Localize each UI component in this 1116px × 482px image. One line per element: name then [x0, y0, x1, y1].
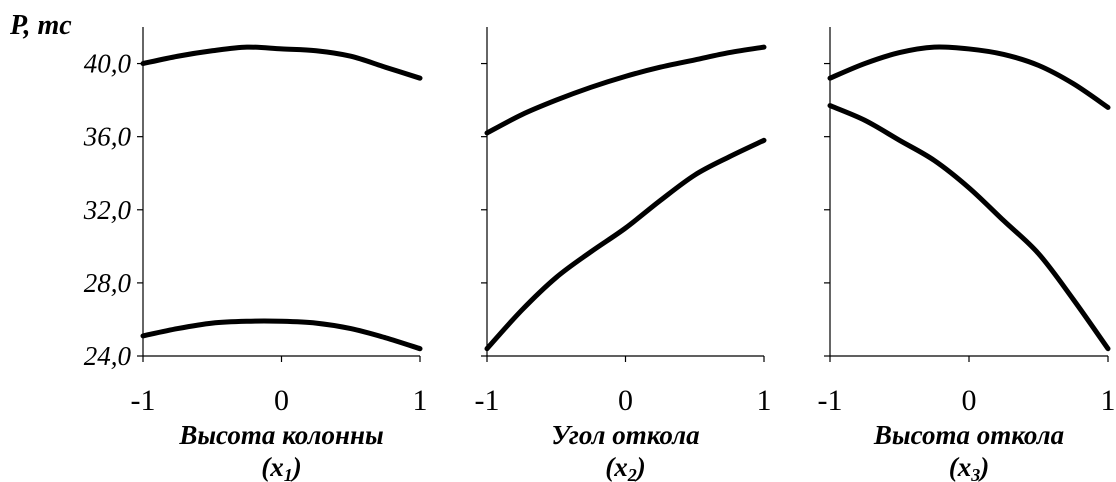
- x-tick-label: 0: [962, 384, 977, 417]
- x-axis-variable-label: (x2): [605, 452, 646, 482]
- series-line-1: [484, 44, 767, 136]
- x-tick-label: 1: [757, 384, 772, 417]
- x-axis-label: Высота откола: [873, 420, 1064, 450]
- series-line-2: [484, 137, 767, 352]
- series-line-2: [140, 318, 423, 352]
- series-line-2: [827, 103, 1111, 352]
- x-tick-label: 0: [618, 384, 633, 417]
- y-tick-label: 36,0: [83, 122, 132, 152]
- y-tick-label: 28,0: [84, 268, 132, 298]
- x-tick-label: -1: [818, 384, 843, 417]
- x-axis-variable-label: (x3): [949, 452, 990, 482]
- x-tick-label: -1: [131, 384, 156, 417]
- x-axis-label: Угол откола: [551, 420, 699, 450]
- x-tick-label: 1: [1101, 384, 1116, 417]
- x-axis-label: Высота колонны: [178, 420, 383, 450]
- y-tick-label: 40,0: [84, 49, 132, 79]
- series-line-1: [827, 44, 1111, 110]
- x-axis-variable-label: (x1): [261, 452, 302, 482]
- x-tick-label: -1: [475, 384, 500, 417]
- y-axis-label: P, тс: [9, 10, 72, 41]
- panel-2: -1 0 1 Угол откола(x2): [475, 27, 772, 482]
- y-tick-label: 24,0: [84, 341, 132, 371]
- series-line-1: [140, 44, 423, 81]
- panel-3: -1 0 1 Высота откола(x3): [818, 27, 1116, 482]
- y-tick-label: 32,0: [83, 195, 132, 225]
- x-tick-label: 1: [413, 384, 428, 417]
- panel-1: 24,0 28,0 32,0 36,0 40,0 -1 0 1 Высота колонны(x…: [9, 10, 428, 482]
- x-tick-label: 0: [274, 384, 289, 417]
